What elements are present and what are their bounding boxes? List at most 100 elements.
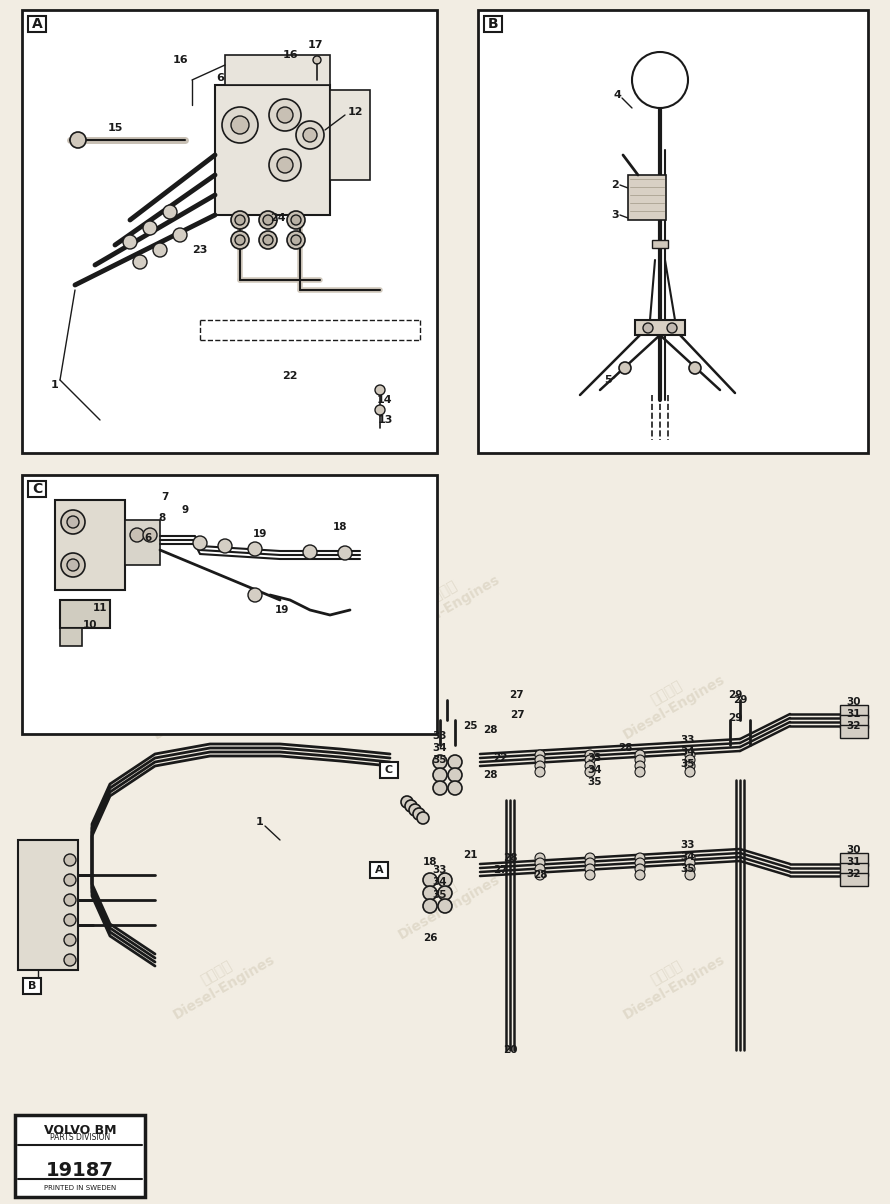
Text: 16: 16 — [172, 55, 188, 65]
Text: 紫发动力
Diesel-Engines: 紫发动力 Diesel-Engines — [387, 858, 503, 942]
Text: 紫发动力
Diesel-Engines: 紫发动力 Diesel-Engines — [163, 258, 278, 342]
Circle shape — [231, 116, 249, 134]
Text: PRINTED IN SWEDEN: PRINTED IN SWEDEN — [44, 1185, 116, 1191]
Text: 12: 12 — [347, 107, 363, 117]
Text: 31: 31 — [846, 709, 862, 719]
Text: 6: 6 — [144, 533, 151, 543]
Bar — [840, 706, 868, 718]
Circle shape — [375, 405, 385, 415]
Circle shape — [61, 553, 85, 577]
Circle shape — [535, 858, 545, 868]
Bar — [478, 10, 868, 453]
Text: 紫发动力
Diesel-Engines: 紫发动力 Diesel-Engines — [612, 938, 727, 1022]
Circle shape — [667, 323, 677, 334]
Bar — [22, 10, 437, 453]
Text: 35: 35 — [681, 864, 695, 874]
Circle shape — [535, 761, 545, 771]
Text: 7: 7 — [161, 492, 169, 502]
Circle shape — [235, 216, 245, 225]
Text: 14: 14 — [377, 395, 392, 405]
Circle shape — [635, 870, 645, 880]
Bar — [18, 840, 78, 970]
Text: 29: 29 — [728, 713, 742, 722]
Circle shape — [585, 750, 595, 760]
Circle shape — [423, 899, 437, 913]
Text: 3: 3 — [611, 209, 619, 220]
Circle shape — [296, 120, 324, 149]
Text: 26: 26 — [423, 933, 437, 943]
Circle shape — [269, 149, 301, 181]
Bar — [22, 476, 437, 734]
Text: 19: 19 — [275, 604, 289, 615]
Text: 11: 11 — [93, 603, 108, 613]
Circle shape — [535, 870, 545, 880]
Text: 2: 2 — [611, 181, 619, 190]
Circle shape — [248, 588, 262, 602]
Circle shape — [287, 231, 305, 249]
Circle shape — [231, 231, 249, 249]
Text: 5: 5 — [604, 374, 611, 385]
Circle shape — [635, 761, 645, 771]
Circle shape — [64, 854, 76, 866]
Text: 紫发动力
Diesel-Engines: 紫发动力 Diesel-Engines — [612, 158, 727, 242]
Bar — [23, 978, 41, 995]
Circle shape — [417, 811, 429, 824]
Bar — [330, 90, 370, 181]
Text: PARTS DIVISION: PARTS DIVISION — [50, 1133, 110, 1143]
Text: 27: 27 — [509, 690, 523, 700]
Bar — [484, 16, 502, 33]
Bar — [628, 175, 666, 220]
Text: 34: 34 — [681, 852, 695, 862]
Text: 31: 31 — [846, 857, 862, 867]
Bar — [370, 862, 388, 878]
Circle shape — [235, 235, 245, 244]
Circle shape — [438, 873, 452, 887]
Text: 22: 22 — [493, 752, 507, 763]
Text: 33: 33 — [681, 734, 695, 745]
Text: 34: 34 — [681, 746, 695, 757]
Circle shape — [535, 852, 545, 863]
Text: 33: 33 — [433, 731, 448, 740]
Circle shape — [585, 870, 595, 880]
Text: 6: 6 — [216, 73, 224, 83]
Circle shape — [685, 852, 695, 863]
Circle shape — [619, 362, 631, 374]
Text: 28: 28 — [482, 725, 498, 734]
Circle shape — [685, 767, 695, 777]
Circle shape — [433, 768, 447, 783]
Circle shape — [64, 934, 76, 946]
Circle shape — [585, 761, 595, 771]
Text: A: A — [32, 17, 43, 31]
Circle shape — [685, 870, 695, 880]
Text: B: B — [488, 17, 498, 31]
Text: 33: 33 — [587, 752, 603, 763]
Circle shape — [585, 767, 595, 777]
Bar — [652, 240, 668, 248]
Circle shape — [64, 895, 76, 905]
Text: 30: 30 — [846, 845, 862, 855]
Text: 34: 34 — [587, 765, 603, 775]
Text: 9: 9 — [182, 504, 189, 515]
Bar — [60, 600, 110, 628]
Circle shape — [448, 768, 462, 783]
Text: 35: 35 — [433, 890, 448, 901]
Text: 10: 10 — [83, 620, 97, 630]
Bar — [15, 1115, 145, 1197]
Circle shape — [303, 545, 317, 559]
Text: 1: 1 — [51, 380, 59, 390]
Bar — [28, 482, 46, 497]
Circle shape — [130, 529, 144, 542]
Circle shape — [193, 536, 207, 550]
Text: 35: 35 — [587, 777, 603, 787]
Circle shape — [635, 864, 645, 874]
Circle shape — [123, 235, 137, 249]
Circle shape — [585, 858, 595, 868]
Circle shape — [64, 874, 76, 886]
Text: 29: 29 — [732, 695, 748, 706]
Bar — [840, 725, 868, 738]
Circle shape — [535, 767, 545, 777]
Circle shape — [433, 781, 447, 795]
Circle shape — [535, 864, 545, 874]
Text: 紫发动力
Diesel-Engines: 紫发动力 Diesel-Engines — [612, 659, 727, 742]
Circle shape — [635, 852, 645, 863]
